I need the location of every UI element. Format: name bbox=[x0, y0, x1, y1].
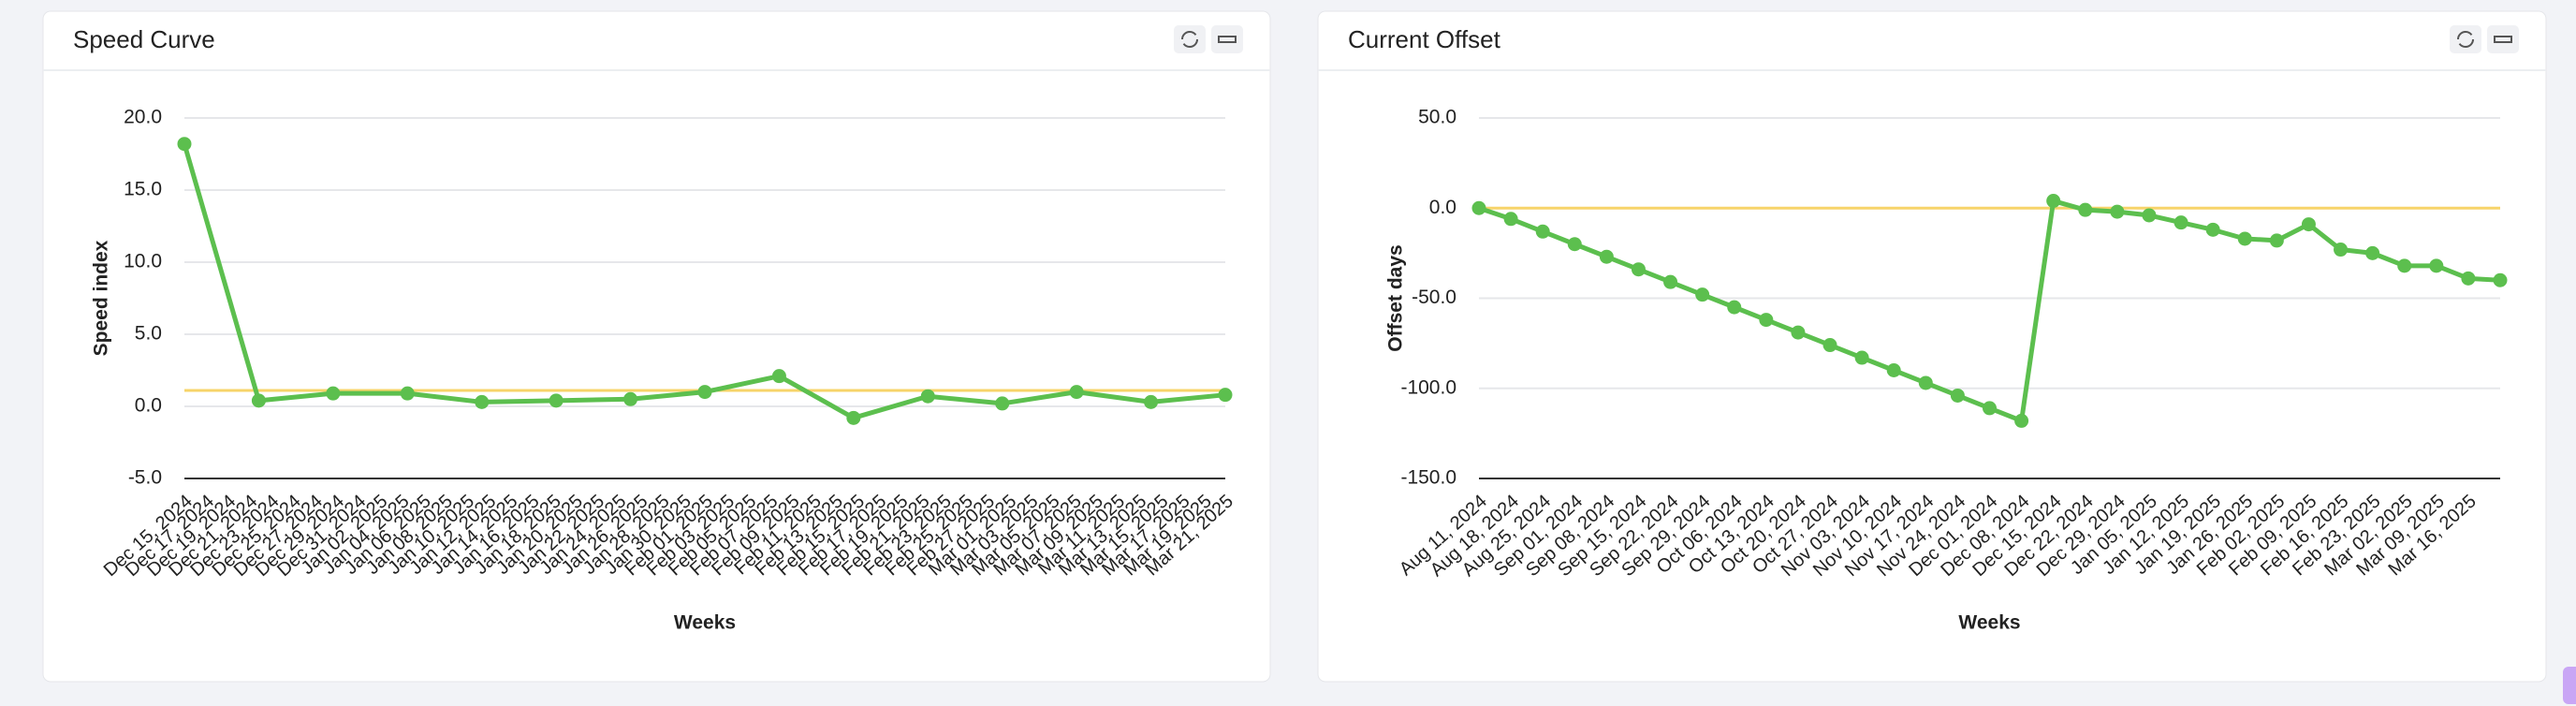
y-axis-title: Offset days bbox=[1385, 244, 1407, 351]
y-tick-label: 20.0 bbox=[124, 107, 162, 128]
y-tick-label: 5.0 bbox=[135, 323, 162, 345]
x-axis-title: Weeks bbox=[674, 612, 736, 634]
chart-title: Current Offset bbox=[1348, 25, 1501, 53]
y-tick-label: -5.0 bbox=[128, 467, 162, 489]
data-point bbox=[2397, 258, 2412, 273]
data-point bbox=[2493, 272, 2508, 287]
data-point bbox=[2365, 245, 2380, 260]
side-widget[interactable] bbox=[2563, 667, 2576, 704]
data-point bbox=[1918, 375, 1933, 390]
data-point bbox=[846, 410, 861, 425]
data-point bbox=[1471, 200, 1486, 215]
y-tick-label: 0.0 bbox=[1429, 197, 1456, 218]
data-point bbox=[2014, 413, 2029, 428]
data-point bbox=[2269, 233, 2284, 248]
card bbox=[1317, 10, 2547, 683]
y-tick-label: 50.0 bbox=[1418, 107, 1456, 128]
data-point bbox=[2110, 204, 2125, 219]
card-bg bbox=[1317, 10, 2547, 683]
button-bg[interactable] bbox=[2487, 25, 2519, 53]
data-point bbox=[2334, 243, 2349, 257]
chart: Speed Curve -5.0 0.0 5.0 10.0 15.0 20.0 Speed i… bbox=[73, 25, 1237, 634]
refresh-button[interactable] bbox=[1174, 25, 1206, 53]
data-point bbox=[1631, 262, 1646, 277]
more-icon[interactable] bbox=[2494, 36, 2512, 43]
refresh-button[interactable] bbox=[2450, 25, 2481, 53]
data-point bbox=[475, 394, 490, 409]
data-point bbox=[2142, 208, 2157, 223]
chart: Current Offset -150.0 -100.0 -50.0 0.0 50.0 Of… bbox=[1348, 25, 2508, 634]
data-point bbox=[1663, 274, 1678, 289]
data-point bbox=[251, 393, 266, 408]
data-point bbox=[1886, 363, 1901, 377]
chart-title: Speed Curve bbox=[73, 25, 215, 53]
y-tick-label: -150.0 bbox=[1400, 467, 1456, 489]
refresh-icon[interactable] bbox=[1181, 31, 1198, 48]
data-point bbox=[177, 137, 192, 152]
data-point bbox=[1727, 300, 1742, 315]
data-point bbox=[2205, 222, 2220, 237]
data-point bbox=[1759, 313, 1774, 328]
data-point bbox=[1599, 249, 1614, 264]
y-tick-label: -50.0 bbox=[1412, 287, 1456, 308]
data-point bbox=[2461, 271, 2476, 286]
more-button[interactable] bbox=[2487, 25, 2519, 53]
data-point bbox=[1791, 325, 1806, 340]
data-point bbox=[1822, 338, 1837, 353]
data-point bbox=[1983, 401, 1997, 416]
button-bg[interactable] bbox=[1174, 25, 1206, 53]
card bbox=[42, 10, 1271, 683]
data-point bbox=[2301, 217, 2316, 232]
data-point bbox=[920, 389, 935, 404]
button-bg[interactable] bbox=[1211, 25, 1243, 53]
y-tick-label: 0.0 bbox=[135, 395, 162, 417]
data-point bbox=[1567, 237, 1582, 252]
data-point bbox=[1144, 394, 1159, 409]
data-point bbox=[1695, 287, 1710, 302]
data-point bbox=[400, 386, 415, 401]
data-point bbox=[2429, 258, 2444, 273]
more-icon[interactable] bbox=[1218, 36, 1237, 43]
y-tick-label: 15.0 bbox=[124, 179, 162, 200]
data-point bbox=[1950, 388, 1965, 403]
data-point bbox=[995, 396, 1010, 411]
data-point bbox=[1218, 388, 1233, 403]
refresh-icon[interactable] bbox=[2457, 31, 2474, 48]
data-point bbox=[1069, 385, 1084, 400]
y-axis-title: Speed index bbox=[91, 240, 112, 356]
data-point bbox=[623, 391, 638, 406]
data-point bbox=[2237, 231, 2252, 246]
data-point bbox=[1854, 350, 1869, 365]
data-point bbox=[1503, 212, 1518, 227]
data-point bbox=[549, 393, 564, 408]
data-point bbox=[2078, 202, 2093, 217]
data-point bbox=[2046, 194, 2061, 209]
data-point bbox=[771, 369, 786, 384]
data-point bbox=[697, 385, 712, 400]
data-point bbox=[2174, 215, 2188, 230]
card-bg bbox=[42, 10, 1271, 683]
x-axis-title: Weeks bbox=[1958, 612, 2020, 634]
data-point bbox=[326, 386, 341, 401]
more-button[interactable] bbox=[1211, 25, 1243, 53]
data-point bbox=[1535, 224, 1550, 239]
button-bg[interactable] bbox=[2450, 25, 2481, 53]
y-tick-label: 10.0 bbox=[124, 251, 162, 272]
y-tick-label: -100.0 bbox=[1400, 376, 1456, 398]
